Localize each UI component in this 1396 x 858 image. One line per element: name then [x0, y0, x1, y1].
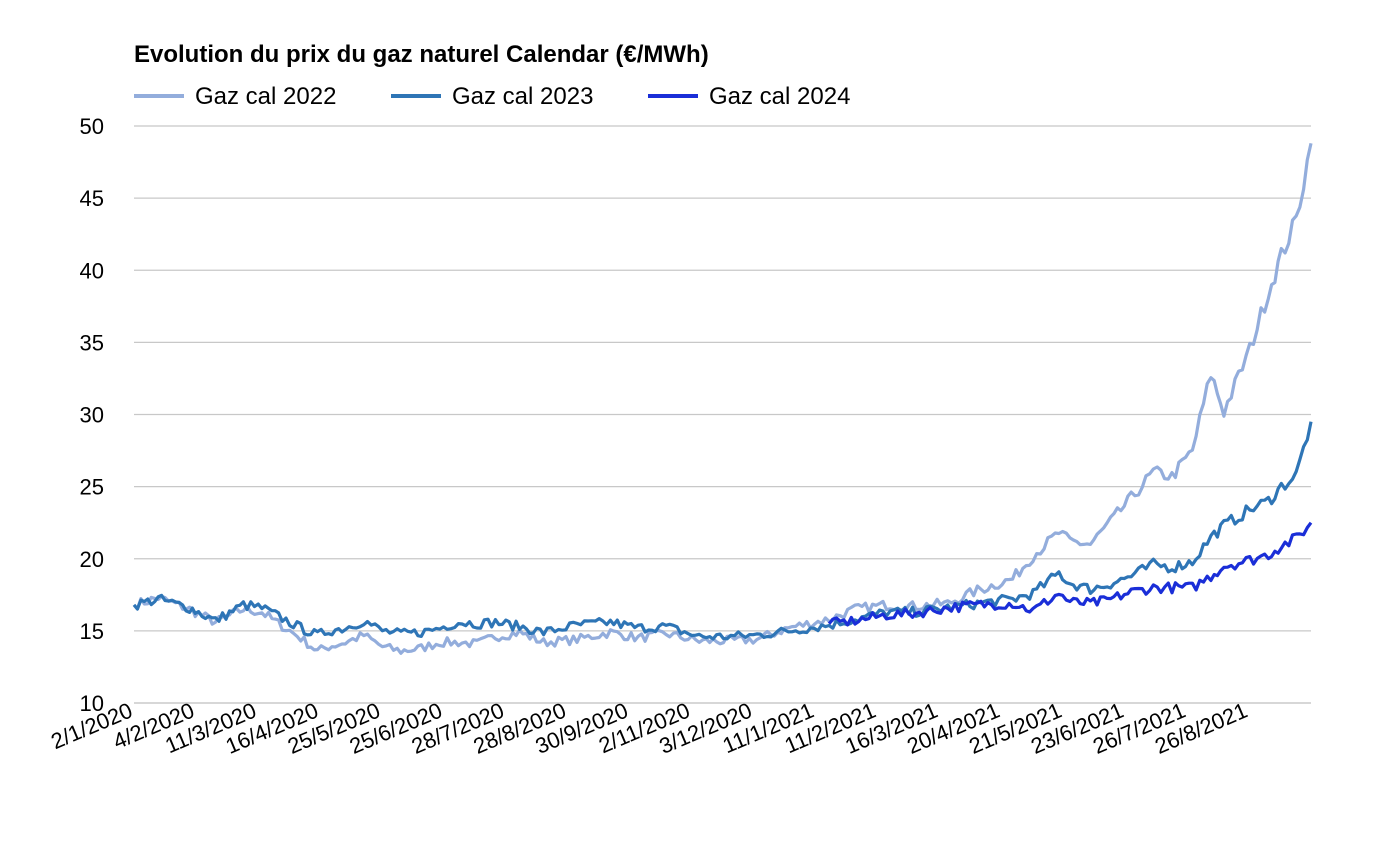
- series-lines: [132, 142, 1313, 655]
- chart-title: Evolution du prix du gaz naturel Calenda…: [134, 41, 709, 68]
- series-line-gaz-cal-2024: [827, 521, 1313, 627]
- series-line-gaz-cal-2022: [132, 142, 1313, 655]
- y-tick-label: 50: [80, 114, 104, 139]
- y-tick-label: 30: [80, 403, 104, 428]
- x-axis-ticks: 2/1/20204/2/202011/3/202016/4/202025/5/2…: [47, 698, 1251, 759]
- grid: [134, 125, 1311, 704]
- legend-label-gaz-cal-2022: Gaz cal 2022: [195, 83, 336, 110]
- y-tick-label: 45: [80, 186, 104, 211]
- y-tick-label: 20: [80, 547, 104, 572]
- legend-label-gaz-cal-2023: Gaz cal 2023: [452, 83, 593, 110]
- legend-label-gaz-cal-2024: Gaz cal 2024: [709, 83, 850, 110]
- y-tick-label: 40: [80, 258, 104, 283]
- y-axis-ticks: 10 15 20 25 30 35 40 45 50: [80, 114, 104, 716]
- legend: Gaz cal 2022 Gaz cal 2023 Gaz cal 2024: [134, 83, 850, 110]
- y-tick-label: 15: [80, 619, 104, 644]
- y-tick-label: 35: [80, 330, 104, 355]
- y-tick-label: 25: [80, 475, 104, 500]
- series-line-gaz-cal-2023: [132, 421, 1313, 641]
- y-tick-label: 10: [80, 691, 104, 716]
